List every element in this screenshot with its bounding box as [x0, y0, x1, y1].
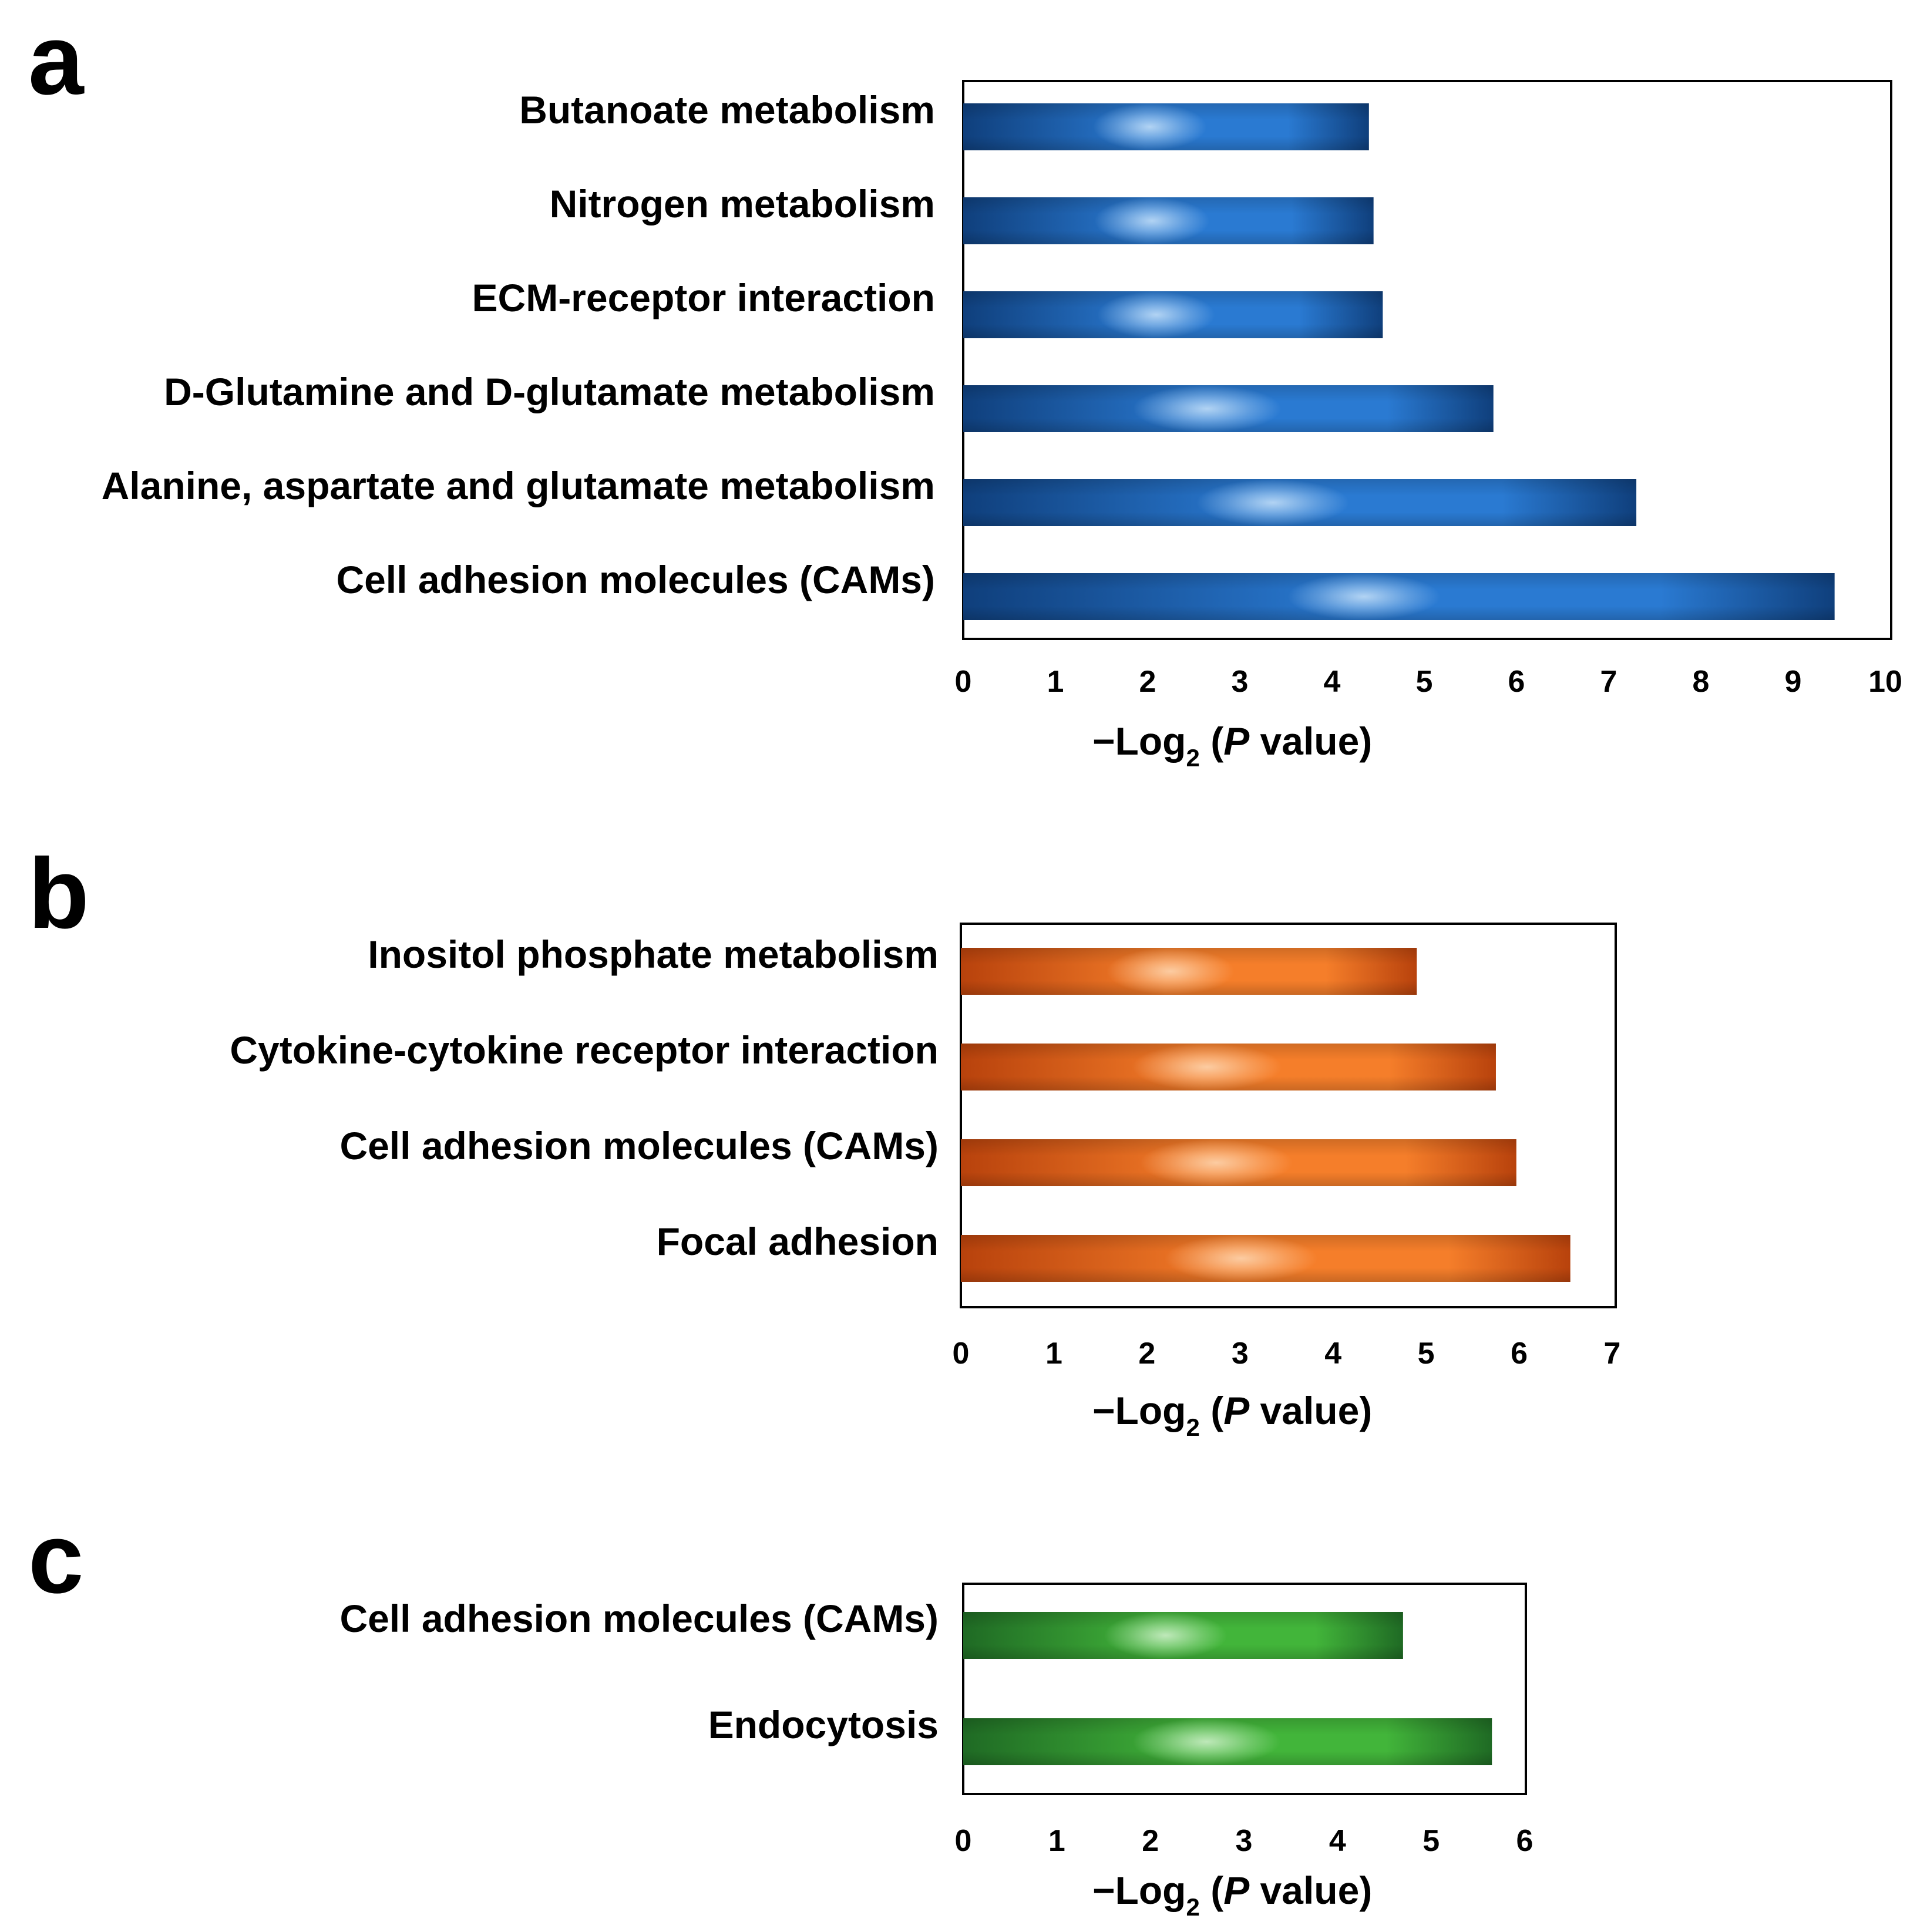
tick-label: 3	[1236, 1824, 1253, 1858]
panel-label-c: c	[28, 1503, 84, 1614]
category-label: Endocytosis	[708, 1703, 939, 1746]
category-label: Cytokine-cytokine receptor interaction	[230, 1028, 939, 1072]
panel-label-a: a	[28, 4, 85, 116]
tick-label: 10	[1868, 665, 1902, 699]
bar-group: Inositol phosphate metabolism	[368, 933, 1417, 995]
category-label: Focal adhesion	[657, 1220, 939, 1263]
tick-label: 0	[955, 1824, 972, 1858]
tick-label: 3	[1232, 665, 1249, 699]
x-axis-title-b: −Log2 (P value)	[1092, 1389, 1372, 1441]
bar-highlight	[1132, 1718, 1281, 1765]
bars-a: Butanoate metabolism Nitrogen metabolism E…	[102, 88, 1835, 620]
category-label: Inositol phosphate metabolism	[368, 933, 939, 976]
bar-highlight	[1287, 573, 1441, 620]
category-label: Nitrogen metabolism	[550, 182, 935, 225]
category-label: Butanoate metabolism	[519, 88, 935, 132]
x-axis-title-a: −Log2 (P value)	[1092, 719, 1372, 772]
bar-group: Alanine, aspartate and glutamate metabol…	[102, 464, 1637, 526]
tick-label: 9	[1785, 665, 1802, 699]
panel-c: c Cell adhesion molecules (CAMs) Endocyto…	[28, 1503, 1533, 1921]
bar-group: Nitrogen metabolism	[550, 182, 1374, 244]
tick-label: 7	[1600, 665, 1617, 699]
category-label: Cell adhesion molecules (CAMs)	[339, 1597, 939, 1640]
bar-group: Cell adhesion molecules (CAMs)	[336, 558, 1835, 620]
bar-group: Focal adhesion	[657, 1220, 1570, 1282]
tick-label: 0	[955, 665, 972, 699]
bars-c: Cell adhesion molecules (CAMs) Endocytosi…	[339, 1597, 1492, 1765]
bar-group: Cell adhesion molecules (CAMs)	[339, 1124, 1516, 1186]
category-label: Cell adhesion molecules (CAMs)	[339, 1124, 939, 1167]
plot-frame-b	[960, 923, 1617, 1308]
tick-label: 4	[1324, 1337, 1341, 1371]
bar-highlight	[1094, 197, 1210, 244]
bar-highlight	[1104, 1612, 1228, 1659]
tick-label: 6	[1508, 665, 1525, 699]
tick-label: 5	[1418, 1337, 1435, 1371]
bar-highlight	[1132, 385, 1282, 432]
x-axis-title-c: −Log2 (P value)	[1092, 1869, 1372, 1921]
x-ticks-a: 0 1 2 3 4 5 6 7 8 9 10	[955, 665, 1902, 699]
tick-label: 2	[1138, 1337, 1155, 1371]
tick-label: 6	[1516, 1824, 1533, 1858]
tick-label: 3	[1232, 1337, 1249, 1371]
x-ticks-b: 0 1 2 3 4 5 6 7	[953, 1337, 1621, 1371]
tick-label: 4	[1329, 1824, 1346, 1858]
panel-b: b Inositol phosphate metabolism Cytokine-…	[28, 838, 1620, 1441]
plot-frame-c	[962, 1583, 1527, 1795]
bar-group: D-Glutamine and D-glutamate metabolism	[164, 370, 1494, 432]
bars-b: Inositol phosphate metabolism Cytokine-cy…	[230, 933, 1570, 1282]
bar-highlight	[1165, 1235, 1318, 1282]
bar-highlight	[1140, 1139, 1293, 1186]
category-label: Alanine, aspartate and glutamate metabol…	[102, 464, 935, 507]
category-label: ECM-receptor interaction	[472, 276, 935, 319]
tick-label: 7	[1604, 1337, 1621, 1371]
bar-group: Endocytosis	[708, 1703, 1492, 1765]
panel-label-b: b	[28, 838, 89, 950]
tick-label: 1	[1045, 1337, 1062, 1371]
bar-highlight	[1132, 1044, 1282, 1090]
plot-frame-a	[962, 80, 1892, 640]
bar-group: Cytokine-cytokine receptor interaction	[230, 1028, 1496, 1090]
tick-label: 2	[1139, 665, 1156, 699]
bar-group: ECM-receptor interaction	[472, 276, 1383, 338]
tick-label: 1	[1048, 1824, 1065, 1858]
tick-label: 5	[1422, 1824, 1440, 1858]
tick-label: 6	[1511, 1337, 1528, 1371]
bar-group: Butanoate metabolism	[519, 88, 1369, 150]
category-label: D-Glutamine and D-glutamate metabolism	[164, 370, 935, 413]
bar-group: Cell adhesion molecules (CAMs)	[339, 1597, 1403, 1659]
bar-highlight	[1196, 479, 1350, 526]
tick-label: 8	[1693, 665, 1710, 699]
bar-highlight	[1107, 948, 1235, 995]
tick-label: 1	[1047, 665, 1064, 699]
bar-highlight	[1097, 291, 1215, 338]
panel-a: a Butanoate metabolism Nitrogen metabolis…	[28, 4, 1902, 772]
x-ticks-c: 0 1 2 3 4 5 6	[955, 1824, 1533, 1858]
category-label: Cell adhesion molecules (CAMs)	[336, 558, 935, 601]
tick-label: 5	[1416, 665, 1433, 699]
tick-label: 2	[1142, 1824, 1159, 1858]
tick-label: 4	[1324, 665, 1341, 699]
tick-label: 0	[953, 1337, 970, 1371]
bar-highlight	[1093, 103, 1207, 150]
